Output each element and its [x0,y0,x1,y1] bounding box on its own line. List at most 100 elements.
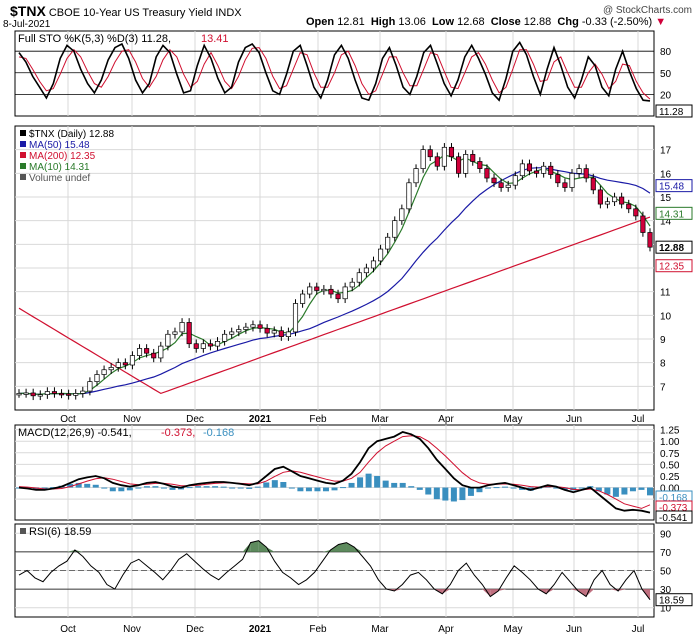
candle-body [321,288,327,292]
x-tick-label: Nov [123,624,141,635]
price-panel: 1716151413121110987$TNX (Daily) 12.88MA(… [14,125,693,425]
candle-body [640,215,646,233]
macd-histogram-bar [322,487,329,492]
macd-histogram-bar [220,486,227,488]
candle-body [406,182,412,210]
candle-body [300,293,306,304]
candle-body [51,391,57,394]
candle-body [250,324,256,328]
macd-histogram-bar [271,480,278,488]
macd-histogram-bar [229,487,236,489]
ma10-line [18,154,651,395]
candle-body [16,393,22,396]
legend-swatch [20,152,26,158]
y-tick-label: 0.50 [660,460,680,471]
macd-signal-value: -0.373, [161,427,195,439]
candle-body [30,392,36,397]
macd-histogram-bar [467,487,474,496]
macd-histogram-bar [365,473,372,488]
candle-body [144,348,150,354]
macd-histogram-bar [246,487,253,489]
change-value: -0.33 (-2.50%) [581,16,653,28]
legend-swatch [20,174,26,180]
y-tick-label: 80 [660,47,672,58]
ma200-line [18,216,651,395]
y-tick-label: 1.25 [660,426,680,437]
x-tick-label: 2021 [249,624,272,635]
candle-body [541,165,547,174]
y-tick-label: 16 [660,169,672,180]
x-tick-label: Apr [438,624,454,635]
y-tick-label: 10 [660,311,672,322]
macd-histogram-bar [408,486,415,488]
x-tick-label: Oct [60,624,76,635]
macd-histogram-bar [638,487,645,490]
rsi-oversold-fill [586,589,595,597]
sto-last-label-box [655,104,693,118]
close-last-label: 12.88 [659,243,684,254]
macd-histogram-bar [126,487,133,491]
y-tick-label: 90 [660,529,672,540]
candle-body [243,326,249,330]
close-last-box [655,240,693,254]
candle-body [94,374,100,382]
ma200-last-label-box [655,259,693,273]
macd-histogram-bar [519,487,526,490]
ma10-last-label-box [655,206,693,220]
macd-histogram-bar [41,487,48,489]
y-tick-label: 0.00 [660,484,680,495]
x-tick-label: May [504,414,523,425]
open-label: Open [306,16,335,28]
rsi-overbought-fill [250,540,259,552]
candle-body [420,149,426,169]
y-tick-label: 11 [660,288,671,299]
candle-body [214,341,221,347]
copyright: @ StockCharts.com [602,5,692,16]
y-tick-label: 70 [660,548,672,559]
candle-body [477,161,483,169]
legend-swatch [20,141,26,147]
candle-body [292,303,299,333]
candle-body [590,177,596,191]
candle-body [534,170,540,174]
rsi-oversold-fill [546,589,555,594]
x-tick-label: Apr [438,414,454,425]
candle-body [491,177,497,184]
macd-histogram-bar [647,487,653,496]
rsi-overbought-fill [354,547,363,552]
down-arrow-icon: ▼ [655,16,667,28]
macd-histogram-bar [237,487,244,489]
y-tick-label: 15 [660,193,672,204]
candle-body [604,201,611,205]
macd-histogram-bar [399,482,406,488]
candle-body [612,196,618,203]
x-tick-label: Jul [632,624,645,635]
macd-histogram-bar [391,482,398,488]
candle-body [342,286,348,300]
y-tick-label: 50 [660,567,672,578]
candle-body [335,293,341,300]
candle-body [647,232,653,248]
rsi-overbought-fill [258,540,267,552]
y-tick-label: 8 [660,359,666,370]
macd-line [18,431,651,514]
candle-body [115,362,121,368]
rsi-last-label-box [655,593,693,607]
candle-body [179,322,185,333]
candle-body [448,146,455,158]
candle-body [441,146,447,167]
candle-body [363,267,369,274]
x-tick-label: Mar [371,414,389,425]
x-tick-label: Dec [186,414,204,425]
macd-histogram-bar [195,486,202,488]
candle-body [626,203,632,210]
candle-body [129,355,135,366]
candle-body [87,381,93,392]
sto-d-value: 13.41 [201,33,229,45]
macd-histogram-bar [621,487,628,495]
close-label: Close [490,16,521,28]
candle-body [427,149,433,158]
candle-body [583,168,589,179]
legend-swatch [20,163,26,169]
macd-histogram-bar [203,486,210,488]
